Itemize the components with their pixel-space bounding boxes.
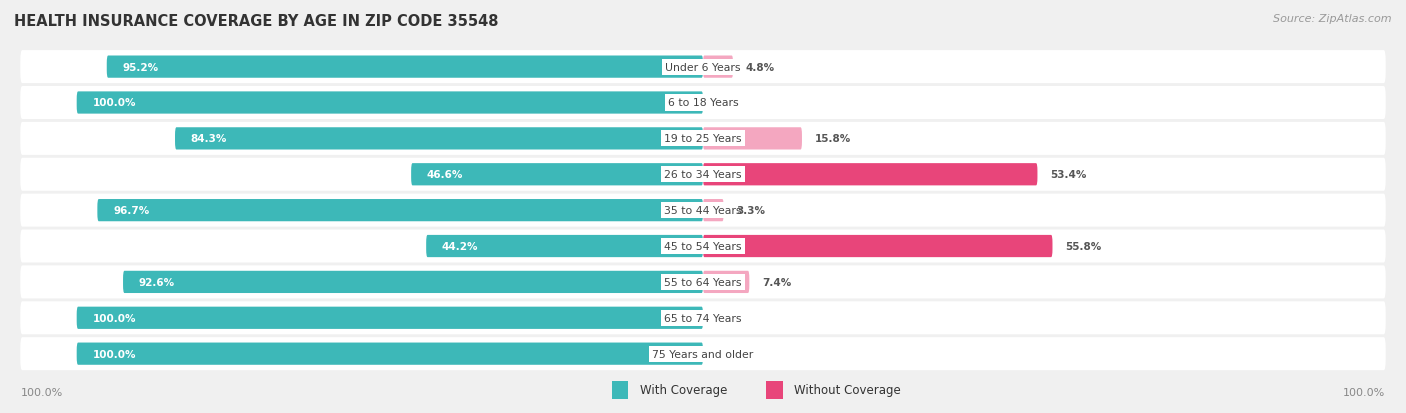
Text: With Coverage: With Coverage [640,383,727,396]
Text: 35 to 44 Years: 35 to 44 Years [664,206,742,216]
Text: 100.0%: 100.0% [21,387,63,397]
FancyBboxPatch shape [20,230,1386,263]
FancyBboxPatch shape [20,337,1386,370]
Text: Under 6 Years: Under 6 Years [665,62,741,72]
Bar [612,381,628,399]
FancyBboxPatch shape [97,199,703,222]
Text: 19 to 25 Years: 19 to 25 Years [664,134,742,144]
Text: 55.8%: 55.8% [1064,242,1101,252]
Text: 92.6%: 92.6% [139,277,174,287]
FancyBboxPatch shape [77,343,703,365]
Text: Source: ZipAtlas.com: Source: ZipAtlas.com [1274,14,1392,24]
FancyBboxPatch shape [426,235,703,258]
FancyBboxPatch shape [20,158,1386,191]
FancyBboxPatch shape [20,266,1386,299]
FancyBboxPatch shape [411,164,703,186]
FancyBboxPatch shape [77,92,703,114]
FancyBboxPatch shape [124,271,703,293]
FancyBboxPatch shape [20,301,1386,335]
Text: 75 Years and older: 75 Years and older [652,349,754,359]
Text: 26 to 34 Years: 26 to 34 Years [664,170,742,180]
Text: 45 to 54 Years: 45 to 54 Years [664,242,742,252]
Text: HEALTH INSURANCE COVERAGE BY AGE IN ZIP CODE 35548: HEALTH INSURANCE COVERAGE BY AGE IN ZIP … [14,14,499,29]
FancyBboxPatch shape [703,235,1053,258]
FancyBboxPatch shape [703,271,749,293]
Text: 100.0%: 100.0% [93,313,136,323]
Text: Without Coverage: Without Coverage [794,383,901,396]
FancyBboxPatch shape [703,199,724,222]
Text: 65 to 74 Years: 65 to 74 Years [664,313,742,323]
Text: 15.8%: 15.8% [814,134,851,144]
FancyBboxPatch shape [20,87,1386,120]
FancyBboxPatch shape [20,123,1386,156]
FancyBboxPatch shape [20,51,1386,84]
Bar [766,381,783,399]
FancyBboxPatch shape [77,307,703,329]
Text: 100.0%: 100.0% [93,349,136,359]
Text: 6 to 18 Years: 6 to 18 Years [668,98,738,108]
Text: 53.4%: 53.4% [1050,170,1087,180]
FancyBboxPatch shape [703,164,1038,186]
Text: 96.7%: 96.7% [112,206,149,216]
Text: 3.3%: 3.3% [737,206,765,216]
Text: 84.3%: 84.3% [191,134,226,144]
Text: 46.6%: 46.6% [427,170,463,180]
FancyBboxPatch shape [703,128,801,150]
Text: 55 to 64 Years: 55 to 64 Years [664,277,742,287]
Text: 100.0%: 100.0% [1343,387,1385,397]
Text: 95.2%: 95.2% [122,62,159,72]
Text: 100.0%: 100.0% [93,98,136,108]
FancyBboxPatch shape [174,128,703,150]
Text: 7.4%: 7.4% [762,277,792,287]
Text: 4.8%: 4.8% [745,62,775,72]
FancyBboxPatch shape [107,56,703,78]
FancyBboxPatch shape [703,56,733,78]
FancyBboxPatch shape [20,194,1386,227]
Text: 44.2%: 44.2% [441,242,478,252]
